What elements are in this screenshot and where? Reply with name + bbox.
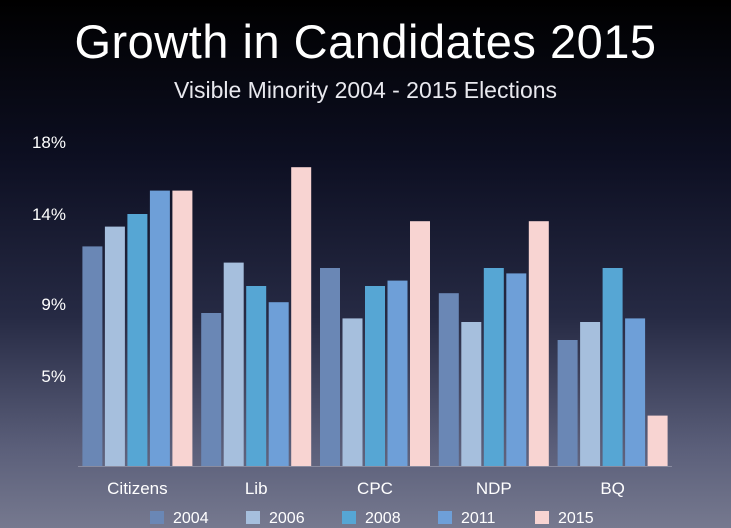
bar-ndp-2011 <box>506 273 527 466</box>
legend-label: 2004 <box>173 510 209 527</box>
bar-ndp-2008 <box>483 268 504 466</box>
bar-citizens-2015 <box>172 190 193 466</box>
bar-cpc-2011 <box>387 280 408 466</box>
bar-citizens-2011 <box>149 190 170 466</box>
bar-ndp-2015 <box>528 221 549 466</box>
legend-swatch-2004 <box>150 511 164 524</box>
y-tick-label: 5% <box>41 367 66 386</box>
chart-subtitle: Visible Minority 2004 - 2015 Elections <box>173 77 558 103</box>
x-axis: Citizens Lib CPC NDP BQ <box>78 466 672 498</box>
chart-title: Growth in Candidates 2015 <box>74 15 657 68</box>
bar-lib-2004 <box>201 313 222 466</box>
bar-citizens-2008 <box>127 214 148 466</box>
bar-lib-2008 <box>246 286 267 466</box>
x-tick-label: NDP <box>476 479 512 498</box>
bar-cpc-2008 <box>365 286 385 466</box>
legend-label: 2011 <box>461 510 496 527</box>
bar-lib-2011 <box>268 302 289 466</box>
y-axis: 5% 9% 14% 18% <box>32 133 66 386</box>
legend-swatch-2015 <box>535 511 549 524</box>
legend-label: 2008 <box>365 510 401 527</box>
bar-cpc-2006 <box>342 318 363 466</box>
x-tick-label: BQ <box>600 479 625 498</box>
bar-cpc-2004 <box>320 268 340 466</box>
legend-label: 2006 <box>269 510 305 527</box>
bar-bq-2004 <box>557 340 578 466</box>
bar-cpc-2015 <box>410 221 430 466</box>
y-tick-label: 18% <box>32 133 66 152</box>
x-tick-label: CPC <box>357 479 393 498</box>
legend-swatch-2008 <box>342 511 356 524</box>
legend: 2004 2006 2008 2011 2015 <box>150 510 594 527</box>
bar-lib-2006 <box>223 262 244 466</box>
y-tick-label: 14% <box>32 205 66 224</box>
bar-ndp-2006 <box>461 322 482 466</box>
bar-citizens-2004 <box>82 246 103 466</box>
bar-bq-2006 <box>580 322 601 466</box>
legend-swatch-2011 <box>438 511 452 524</box>
y-tick-label: 9% <box>41 295 66 314</box>
bar-lib-2015 <box>291 167 312 466</box>
bars <box>82 167 668 466</box>
x-tick-label: Citizens <box>107 479 167 498</box>
bar-ndp-2004 <box>438 293 459 466</box>
x-tick-label: Lib <box>245 479 268 498</box>
bar-bq-2015 <box>647 415 668 466</box>
bar-bq-2011 <box>625 318 646 466</box>
bar-bq-2008 <box>602 268 623 466</box>
legend-swatch-2006 <box>246 511 260 524</box>
bar-citizens-2006 <box>104 226 125 466</box>
legend-label: 2015 <box>558 510 594 527</box>
